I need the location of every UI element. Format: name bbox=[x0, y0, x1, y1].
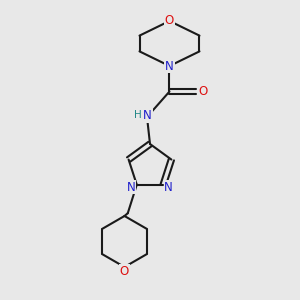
Text: N: N bbox=[164, 181, 173, 194]
Text: H: H bbox=[134, 110, 142, 121]
Text: N: N bbox=[143, 109, 152, 122]
Text: O: O bbox=[120, 265, 129, 278]
Text: N: N bbox=[165, 59, 174, 73]
Text: O: O bbox=[165, 14, 174, 28]
Text: O: O bbox=[199, 85, 208, 98]
Text: N: N bbox=[127, 181, 136, 194]
